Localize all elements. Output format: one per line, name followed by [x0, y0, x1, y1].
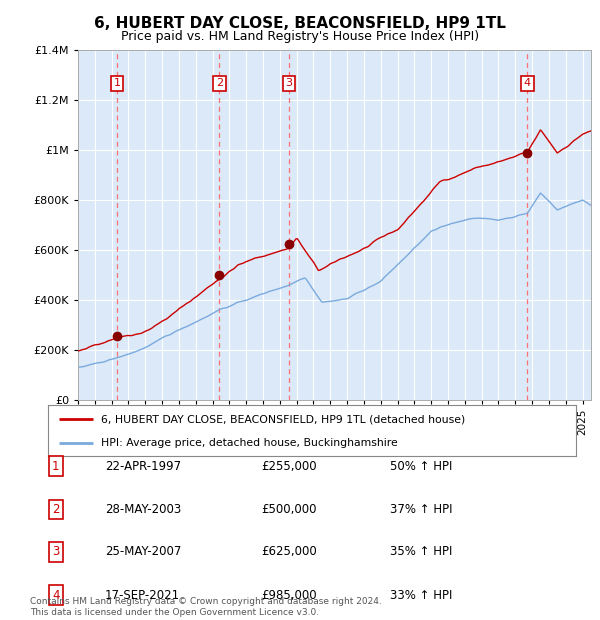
Text: 4: 4: [52, 589, 59, 601]
Text: 3: 3: [286, 78, 293, 89]
Text: 2: 2: [216, 78, 223, 89]
Text: £255,000: £255,000: [261, 460, 317, 472]
Text: 33% ↑ HPI: 33% ↑ HPI: [390, 589, 452, 601]
Text: 1: 1: [113, 78, 121, 89]
Text: £985,000: £985,000: [261, 589, 317, 601]
Text: 6, HUBERT DAY CLOSE, BEACONSFIELD, HP9 1TL: 6, HUBERT DAY CLOSE, BEACONSFIELD, HP9 1…: [94, 16, 506, 31]
Text: 17-SEP-2021: 17-SEP-2021: [105, 589, 180, 601]
Text: 37% ↑ HPI: 37% ↑ HPI: [390, 503, 452, 516]
Text: 22-APR-1997: 22-APR-1997: [105, 460, 181, 472]
Text: 4: 4: [524, 78, 531, 89]
Text: £625,000: £625,000: [261, 546, 317, 558]
Text: 6, HUBERT DAY CLOSE, BEACONSFIELD, HP9 1TL (detached house): 6, HUBERT DAY CLOSE, BEACONSFIELD, HP9 1…: [101, 414, 465, 424]
Text: £500,000: £500,000: [261, 503, 317, 516]
Text: 1: 1: [52, 460, 59, 472]
Text: 3: 3: [52, 546, 59, 558]
Text: Contains HM Land Registry data © Crown copyright and database right 2024.
This d: Contains HM Land Registry data © Crown c…: [30, 598, 382, 617]
Text: 28-MAY-2003: 28-MAY-2003: [105, 503, 181, 516]
Text: HPI: Average price, detached house, Buckinghamshire: HPI: Average price, detached house, Buck…: [101, 438, 398, 448]
Text: 35% ↑ HPI: 35% ↑ HPI: [390, 546, 452, 558]
Text: Price paid vs. HM Land Registry's House Price Index (HPI): Price paid vs. HM Land Registry's House …: [121, 30, 479, 43]
Text: 50% ↑ HPI: 50% ↑ HPI: [390, 460, 452, 472]
Text: 25-MAY-2007: 25-MAY-2007: [105, 546, 181, 558]
Text: 2: 2: [52, 503, 59, 516]
